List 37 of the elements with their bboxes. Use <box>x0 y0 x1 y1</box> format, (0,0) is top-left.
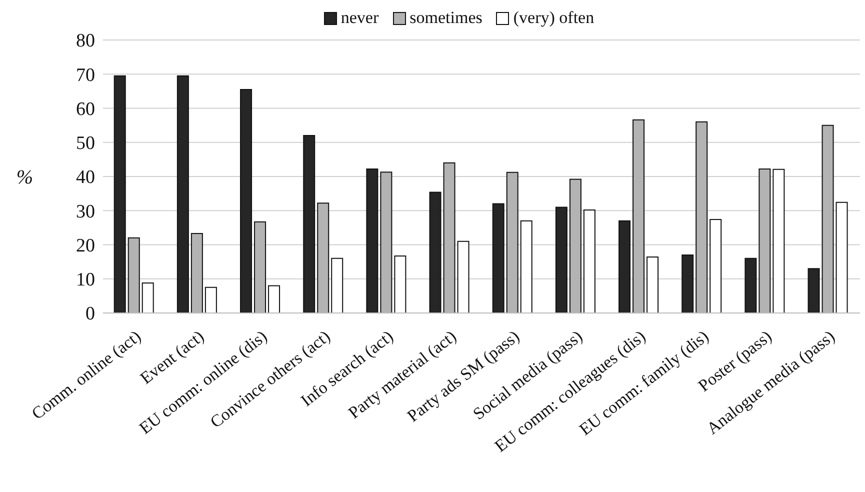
bar <box>303 135 316 313</box>
bar <box>114 75 126 313</box>
bar <box>710 219 722 313</box>
bar <box>492 203 504 313</box>
legend-label: never <box>340 8 379 28</box>
bar <box>646 256 659 313</box>
y-tick-label: 30 <box>76 201 95 222</box>
y-tick-label: 10 <box>76 270 95 291</box>
bar <box>808 268 820 313</box>
y-tick-label: 60 <box>76 98 95 120</box>
bar <box>583 209 596 313</box>
bar <box>555 206 568 313</box>
bar <box>682 254 694 313</box>
bar <box>394 256 406 313</box>
y-tick-label: 50 <box>76 133 95 154</box>
bar <box>836 202 848 313</box>
bar <box>744 258 757 313</box>
bar <box>204 286 217 313</box>
bar <box>268 285 280 313</box>
bar <box>772 168 785 313</box>
bar <box>142 282 154 313</box>
bar <box>618 220 631 313</box>
bar <box>366 168 378 313</box>
y-tick-label: 70 <box>76 64 95 86</box>
bar <box>457 240 470 313</box>
bar <box>429 192 442 313</box>
bar <box>240 88 252 313</box>
bar <box>176 75 189 313</box>
legend-label: sometimes <box>408 8 482 28</box>
legend-label: (very) often <box>512 8 594 28</box>
y-tick-label: 20 <box>76 235 95 256</box>
y-tick-label: 0 <box>86 304 95 325</box>
y-axis-title: % <box>16 166 33 189</box>
y-tick-label: 40 <box>76 167 95 188</box>
y-tick-label: 80 <box>76 30 95 52</box>
bar <box>520 220 532 313</box>
bar <box>331 258 344 313</box>
